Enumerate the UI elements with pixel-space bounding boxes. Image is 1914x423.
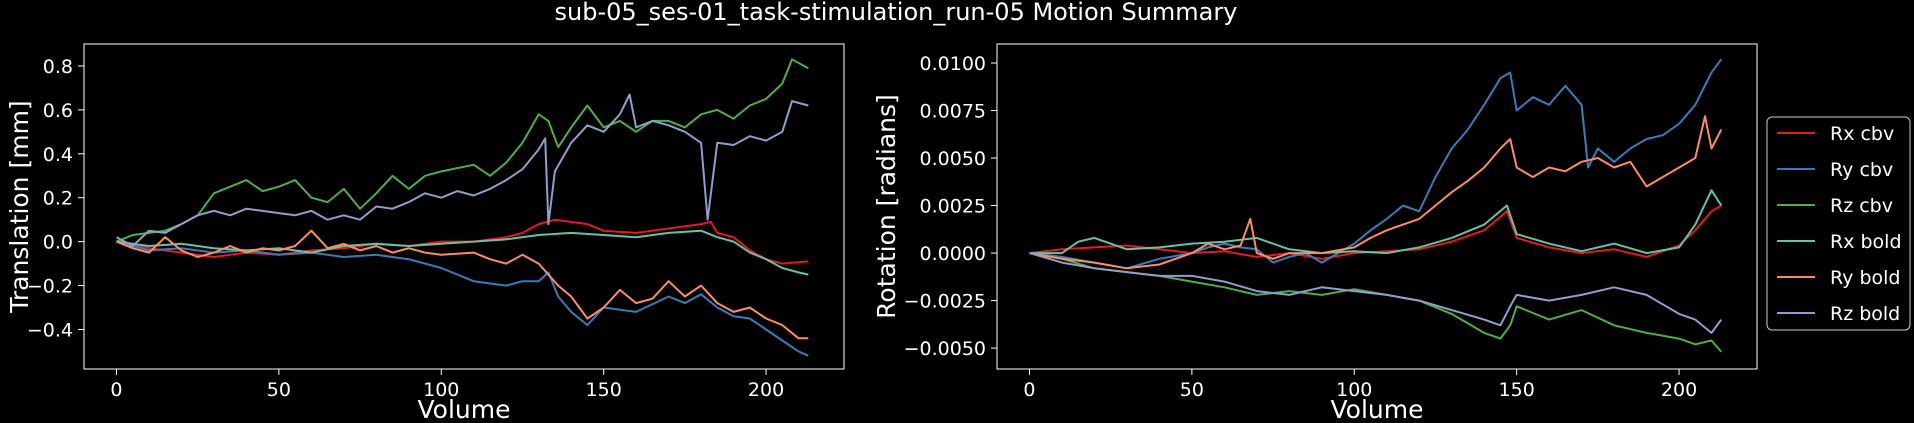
rotation-y-tick-label: −0.0050 bbox=[904, 338, 986, 360]
rotation-series-line-ry-cbv bbox=[1029, 58, 1723, 270]
rotation-series-line-rz-bold bbox=[1029, 252, 1723, 334]
rotation-y-axis-label: Rotation [radians] bbox=[872, 94, 901, 319]
translation-axes-frame bbox=[83, 43, 845, 370]
translation-y-tick-label: 0.8 bbox=[43, 56, 73, 78]
legend-label: Rz cbv bbox=[1830, 195, 1893, 217]
rotation-series-line-rx-cbv bbox=[1029, 204, 1722, 260]
translation-x-axis-label: Volume bbox=[418, 395, 511, 423]
translation-y-tick-label: 0.4 bbox=[43, 144, 73, 166]
translation-y-tick-label: −0.2 bbox=[27, 276, 73, 298]
rotation-series-line-rx-bold bbox=[1029, 189, 1723, 255]
rotation-x-axis-label: Volume bbox=[1331, 395, 1424, 423]
translation-y-tick-label: 0.0 bbox=[43, 232, 73, 254]
rotation-y-tick-label: 0.0000 bbox=[920, 243, 986, 265]
legend-frame bbox=[1766, 116, 1911, 331]
rotation-y-tick-label: 0.0100 bbox=[920, 53, 986, 75]
rotation-x-tick-label: 200 bbox=[1661, 379, 1697, 401]
translation-x-tick-label: 150 bbox=[586, 379, 622, 401]
translation-series-line-6 bbox=[116, 93, 809, 247]
translation-y-tick-label: 0.6 bbox=[43, 100, 73, 122]
rotation-x-tick-label: 100 bbox=[1336, 379, 1372, 401]
rotation-y-tick-label: 0.0050 bbox=[920, 148, 986, 170]
translation-x-tick-label: 50 bbox=[267, 379, 291, 401]
rotation-y-tick-label: −0.0025 bbox=[904, 291, 986, 313]
translation-x-tick-label: 100 bbox=[423, 379, 459, 401]
legend-label: Rx bold bbox=[1830, 231, 1902, 253]
rotation-axes: 0 50 100 150 200 −0.0050 −0.0025 0.0000 0.0025 0.… bbox=[872, 43, 1758, 423]
legend-label: Ry bold bbox=[1830, 267, 1900, 289]
legend-label: Ry cbv bbox=[1830, 159, 1893, 181]
rotation-series-line-ry-bold bbox=[1029, 115, 1723, 270]
rotation-axes-frame bbox=[996, 43, 1758, 370]
rotation-y-tick-label: 0.0075 bbox=[920, 101, 986, 123]
translation-y-tick-label: 0.2 bbox=[43, 188, 73, 210]
translation-axes: 0 50 100 150 200 −0.4 −0.2 0.0 0.2 0.4 0.6 0.8 Volum… bbox=[5, 43, 845, 423]
translation-series-line-3 bbox=[116, 58, 809, 243]
rotation-x-tick-label: 0 bbox=[1023, 379, 1035, 401]
translation-x-tick-label: 0 bbox=[110, 379, 122, 401]
rotation-x-tick-label: 150 bbox=[1499, 379, 1535, 401]
translation-series-line-5 bbox=[116, 229, 809, 340]
translation-series-line-2 bbox=[116, 240, 809, 357]
translation-series-line-4 bbox=[116, 229, 809, 276]
rotation-x-tick-label: 50 bbox=[1180, 379, 1204, 401]
legend-label: Rx cbv bbox=[1830, 123, 1894, 145]
translation-x-tick-label: 200 bbox=[748, 379, 784, 401]
translation-y-tick-label: −0.4 bbox=[27, 319, 73, 341]
figure-title: sub-05_ses-01_task-stimulation_run-05 Mo… bbox=[555, 0, 1238, 26]
translation-y-axis-label: Translation [mm] bbox=[5, 100, 34, 313]
rotation-y-tick-label: 0.0025 bbox=[920, 196, 986, 218]
legend-label: Rz bold bbox=[1830, 303, 1900, 325]
legend: Rx cbv Ry cbv Rz cbv Rx bold Ry bold Rz bold bbox=[1766, 116, 1911, 331]
